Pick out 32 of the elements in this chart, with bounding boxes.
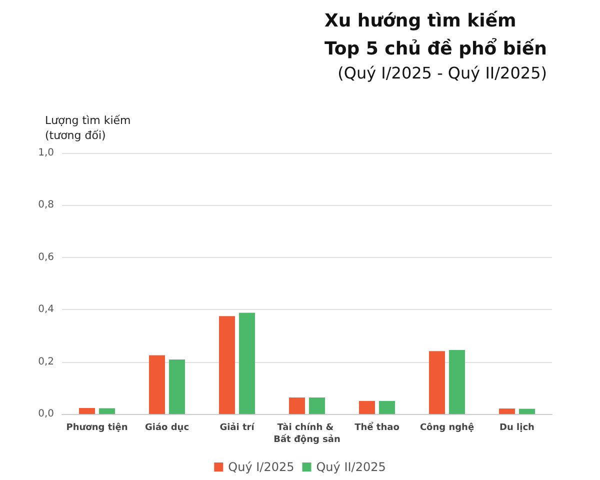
y-tick-label: 0,4	[38, 304, 54, 316]
chart-subtitle: (Quý I/2025 - Quý II/2025)	[338, 64, 548, 82]
bar	[519, 408, 535, 414]
x-tick-label: Giải trí	[220, 422, 256, 433]
legend-label: Quý I/2025	[228, 460, 294, 474]
x-tick-label: Du lịch	[500, 423, 534, 433]
bar	[449, 350, 465, 414]
x-tick-label: Tài chính & Bất động sản	[274, 422, 340, 445]
x-tick-label: Giáo dục	[144, 422, 190, 433]
x-tick-label: Công nghệ	[420, 422, 474, 433]
bar	[219, 316, 235, 414]
y-tick-label: 0,8	[38, 200, 54, 211]
y-tick-label: 0,0	[38, 408, 54, 420]
bar	[309, 398, 325, 414]
bar	[149, 355, 165, 414]
bar	[429, 351, 445, 414]
x-tick-label: Phương tiện	[66, 422, 128, 433]
y-tick-label: 0,2	[38, 356, 54, 368]
y-tick-label: 0,6	[38, 252, 54, 263]
bar	[379, 400, 395, 414]
bar	[99, 408, 115, 414]
bar	[289, 398, 305, 414]
bar	[239, 312, 255, 414]
y-axis-title: Lượng tìm kiếm (tương đối)	[45, 114, 131, 142]
bar	[79, 408, 95, 414]
legend-label: Quý II/2025	[316, 460, 386, 474]
x-tick-label: Thể thao	[354, 421, 400, 433]
bar	[499, 408, 515, 414]
bar	[359, 400, 375, 414]
chart-title: Xu hướng tìm kiếm Top 5 chủ đề phổ biến	[324, 10, 547, 60]
bar	[169, 359, 185, 414]
y-tick-label: 1,0	[38, 148, 54, 158]
